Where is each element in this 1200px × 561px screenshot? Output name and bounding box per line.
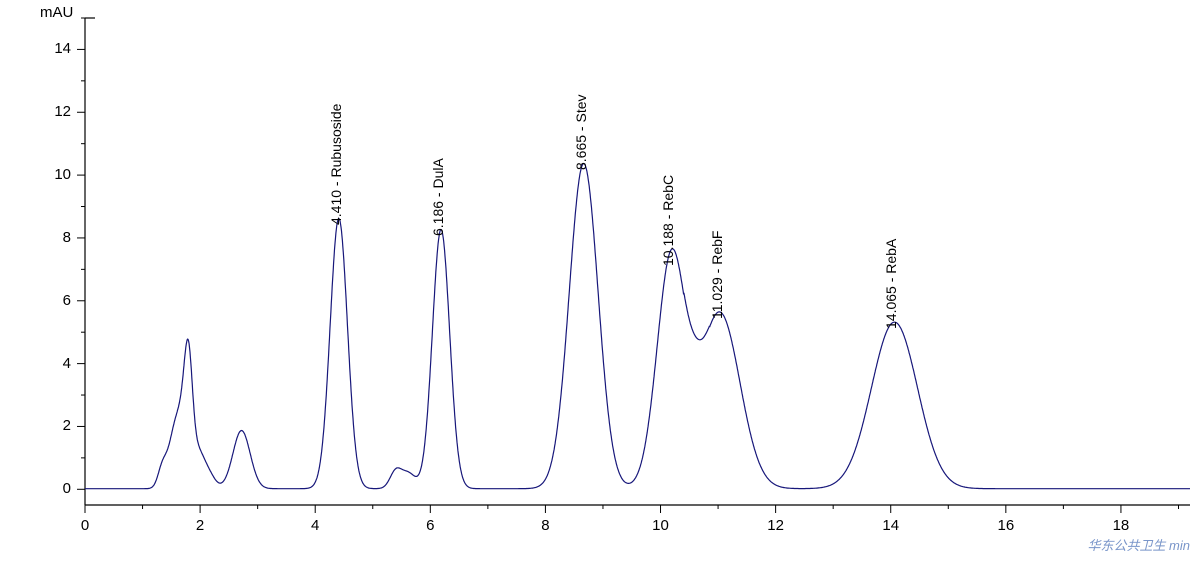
y-tick-label: 4: [41, 355, 71, 372]
y-tick-label: 12: [41, 103, 71, 120]
peak-label: 4.410 - Rubusoside: [328, 104, 344, 225]
x-tick-label: 8: [541, 517, 549, 534]
chart-svg: [0, 0, 1200, 556]
peak-label: 10.188 - RebC: [660, 175, 676, 266]
y-tick-label: 6: [41, 292, 71, 309]
x-tick-label: 12: [767, 517, 784, 534]
x-tick-label: 14: [882, 517, 899, 534]
peak-label: 11.029 - RebF: [709, 231, 725, 319]
y-tick-label: 14: [41, 40, 71, 57]
y-tick-label: 8: [41, 229, 71, 246]
peak-label: 6.186 - DulA: [430, 158, 446, 236]
watermark-text: 华东公共卫生 min: [1087, 535, 1190, 554]
y-tick-label: 0: [41, 480, 71, 497]
x-tick-label: 4: [311, 517, 319, 534]
x-tick-label: 18: [1113, 517, 1130, 534]
peak-label: 8.665 - Stev: [573, 95, 589, 171]
y-axis-unit-label: mAU: [40, 4, 73, 21]
peak-label: 14.065 - RebA: [883, 238, 899, 328]
x-tick-label: 0: [81, 517, 89, 534]
x-tick-label: 10: [652, 517, 669, 534]
y-tick-label: 2: [41, 417, 71, 434]
x-tick-label: 16: [997, 517, 1014, 534]
x-tick-label: 6: [426, 517, 434, 534]
chromatogram-chart: mAU 0 2 4 6 8 10 12 14 0 2 4 6 8 10 12 14 16 18 4.410 - Rub…: [0, 0, 1200, 556]
y-tick-label: 10: [41, 166, 71, 183]
x-tick-label: 2: [196, 517, 204, 534]
